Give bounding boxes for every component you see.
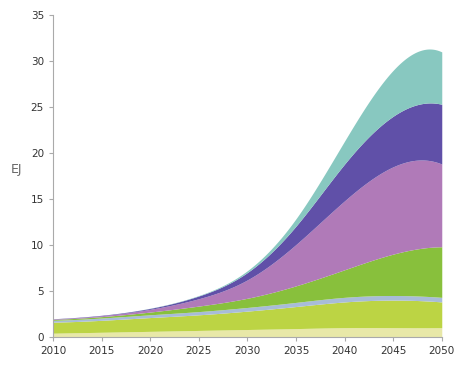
Y-axis label: EJ: EJ: [11, 163, 23, 176]
